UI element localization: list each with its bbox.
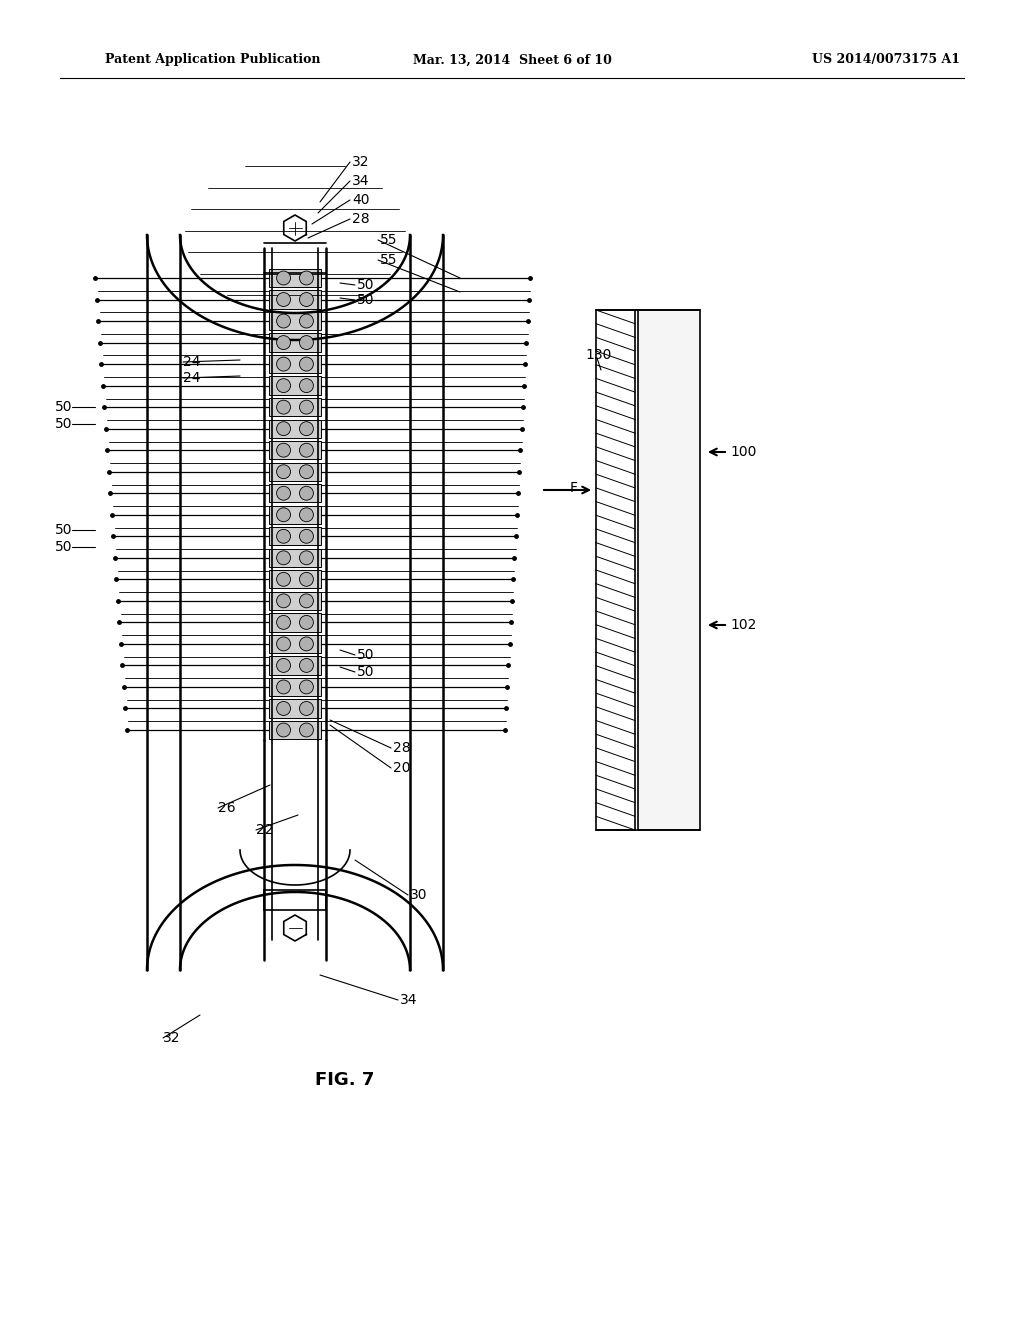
Circle shape xyxy=(299,465,313,479)
Circle shape xyxy=(299,358,313,371)
Circle shape xyxy=(299,680,313,694)
Circle shape xyxy=(276,573,291,586)
Circle shape xyxy=(276,335,291,350)
FancyBboxPatch shape xyxy=(269,677,321,696)
Circle shape xyxy=(276,615,291,630)
Circle shape xyxy=(276,421,291,436)
Text: 30: 30 xyxy=(410,888,427,902)
FancyBboxPatch shape xyxy=(269,355,321,374)
Text: 50: 50 xyxy=(357,665,375,678)
Circle shape xyxy=(299,271,313,285)
Text: 26: 26 xyxy=(218,801,236,814)
Circle shape xyxy=(276,638,291,651)
FancyBboxPatch shape xyxy=(269,334,321,351)
Text: 50: 50 xyxy=(54,523,72,537)
Text: Patent Application Publication: Patent Application Publication xyxy=(105,54,321,66)
Bar xyxy=(596,310,635,830)
FancyBboxPatch shape xyxy=(269,376,321,395)
FancyBboxPatch shape xyxy=(269,441,321,459)
Text: 50: 50 xyxy=(54,400,72,414)
Circle shape xyxy=(276,358,291,371)
Text: 34: 34 xyxy=(400,993,418,1007)
Circle shape xyxy=(299,486,313,500)
FancyBboxPatch shape xyxy=(269,700,321,718)
Circle shape xyxy=(299,529,313,544)
FancyBboxPatch shape xyxy=(269,614,321,631)
Text: 50: 50 xyxy=(54,540,72,554)
FancyBboxPatch shape xyxy=(269,290,321,309)
FancyBboxPatch shape xyxy=(269,312,321,330)
Circle shape xyxy=(276,550,291,565)
Text: 24: 24 xyxy=(183,371,201,385)
Text: 32: 32 xyxy=(163,1031,180,1045)
FancyBboxPatch shape xyxy=(269,269,321,288)
Circle shape xyxy=(299,421,313,436)
Circle shape xyxy=(299,659,313,672)
Text: 55: 55 xyxy=(380,253,397,267)
Text: 34: 34 xyxy=(352,174,370,187)
Circle shape xyxy=(299,444,313,457)
FancyBboxPatch shape xyxy=(269,527,321,545)
Circle shape xyxy=(276,271,291,285)
Text: 55: 55 xyxy=(380,234,397,247)
Text: 130: 130 xyxy=(585,348,611,362)
FancyBboxPatch shape xyxy=(269,420,321,438)
FancyBboxPatch shape xyxy=(269,506,321,524)
Circle shape xyxy=(299,701,313,715)
Circle shape xyxy=(299,550,313,565)
Circle shape xyxy=(276,529,291,544)
Circle shape xyxy=(299,594,313,607)
Circle shape xyxy=(299,314,313,327)
Circle shape xyxy=(276,379,291,392)
Circle shape xyxy=(276,314,291,327)
Circle shape xyxy=(299,723,313,737)
Circle shape xyxy=(299,293,313,306)
Circle shape xyxy=(276,508,291,521)
Text: 40: 40 xyxy=(352,193,370,207)
Circle shape xyxy=(276,680,291,694)
Text: 32: 32 xyxy=(352,154,370,169)
Circle shape xyxy=(299,573,313,586)
FancyBboxPatch shape xyxy=(269,462,321,480)
FancyBboxPatch shape xyxy=(269,399,321,416)
Text: 50: 50 xyxy=(357,279,375,292)
FancyBboxPatch shape xyxy=(269,721,321,739)
Text: 24: 24 xyxy=(183,355,201,370)
FancyBboxPatch shape xyxy=(269,656,321,675)
Circle shape xyxy=(276,444,291,457)
FancyBboxPatch shape xyxy=(269,549,321,568)
Text: 28: 28 xyxy=(352,213,370,226)
FancyBboxPatch shape xyxy=(269,591,321,610)
Text: 22: 22 xyxy=(256,822,273,837)
Circle shape xyxy=(276,486,291,500)
Circle shape xyxy=(276,465,291,479)
Text: US 2014/0073175 A1: US 2014/0073175 A1 xyxy=(812,54,961,66)
Text: 50: 50 xyxy=(54,417,72,432)
Text: 50: 50 xyxy=(357,293,375,308)
Circle shape xyxy=(276,594,291,607)
Circle shape xyxy=(276,723,291,737)
FancyBboxPatch shape xyxy=(269,635,321,653)
Circle shape xyxy=(299,638,313,651)
Text: FIG. 7: FIG. 7 xyxy=(315,1071,375,1089)
Text: 20: 20 xyxy=(393,762,411,775)
Text: Mar. 13, 2014  Sheet 6 of 10: Mar. 13, 2014 Sheet 6 of 10 xyxy=(413,54,611,66)
Circle shape xyxy=(276,701,291,715)
Bar xyxy=(638,310,700,830)
Circle shape xyxy=(299,335,313,350)
Circle shape xyxy=(276,293,291,306)
FancyBboxPatch shape xyxy=(269,570,321,589)
Text: 50: 50 xyxy=(357,648,375,663)
Circle shape xyxy=(299,379,313,392)
Circle shape xyxy=(276,400,291,414)
FancyBboxPatch shape xyxy=(269,484,321,503)
Circle shape xyxy=(299,400,313,414)
Circle shape xyxy=(299,508,313,521)
Circle shape xyxy=(299,615,313,630)
Text: 28: 28 xyxy=(393,741,411,755)
Circle shape xyxy=(276,659,291,672)
Text: 100: 100 xyxy=(730,445,757,459)
Text: F: F xyxy=(570,480,578,495)
Text: 102: 102 xyxy=(730,618,757,632)
